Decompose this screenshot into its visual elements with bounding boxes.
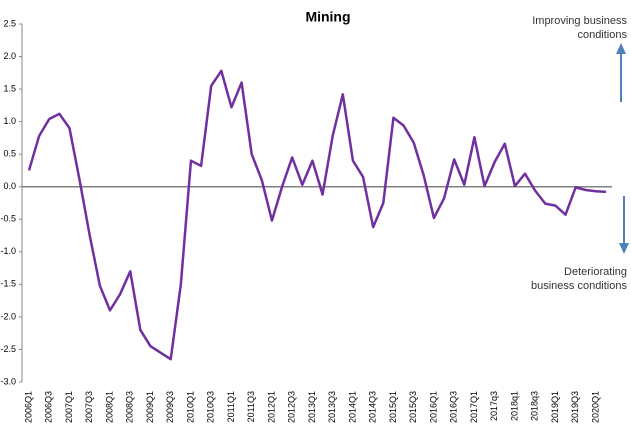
up-arrow <box>616 43 626 102</box>
x-tick-label: 2009Q1 <box>145 391 155 423</box>
y-tick-label: -1.0 <box>0 246 16 256</box>
x-tick-label: 2016Q1 <box>428 391 438 423</box>
y-tick-label: -1.5 <box>0 279 16 289</box>
x-tick-label: 2008Q3 <box>125 391 135 423</box>
x-tick-label: 2018q1 <box>509 391 519 421</box>
y-tick-label: -0.5 <box>0 214 16 224</box>
x-tick-label: 2007Q1 <box>64 391 74 423</box>
x-tick-label: 2016Q3 <box>449 391 459 423</box>
annotation: Deteriorating <box>564 266 627 278</box>
x-tick-label: 2010Q3 <box>206 391 216 423</box>
x-tick-label: 2017q3 <box>489 391 499 421</box>
x-tick-label: 2013Q1 <box>307 391 317 423</box>
annotation: business conditions <box>531 280 628 292</box>
x-tick-label: 2011Q1 <box>226 391 236 422</box>
x-tick-label: 2014Q1 <box>347 391 357 423</box>
x-tick-label: 2019Q3 <box>570 391 580 423</box>
x-tick-label: 2011Q3 <box>246 391 256 422</box>
x-tick-label: 2007Q3 <box>84 391 94 423</box>
annotation: conditions <box>577 29 627 41</box>
chart-title: Mining <box>305 9 350 25</box>
x-tick-label: 2014Q3 <box>368 391 378 423</box>
x-tick-label: 2012Q1 <box>266 391 276 423</box>
x-tick-label: 2012Q3 <box>287 391 297 423</box>
x-tick-label: 2006Q1 <box>23 391 33 423</box>
y-tick-label: 0.0 <box>3 181 16 191</box>
x-tick-label: 2019Q1 <box>550 391 560 423</box>
y-tick-label: 2.5 <box>3 18 16 28</box>
y-tick-label: -2.5 <box>0 344 16 354</box>
x-tick-label: 2010Q1 <box>185 391 195 423</box>
x-tick-label: 2015Q3 <box>408 391 418 423</box>
down-arrow <box>619 196 629 254</box>
y-tick-label: -2.0 <box>0 311 16 321</box>
x-tick-label: 2017Q1 <box>469 391 479 423</box>
y-tick-label: 2.0 <box>3 51 16 61</box>
x-tick-label: 2013Q3 <box>327 391 337 423</box>
y-tick-label: 1.0 <box>3 116 16 126</box>
x-tick-label: 2020Q1 <box>590 391 600 423</box>
x-tick-label: 2006Q3 <box>44 391 54 423</box>
annotation: Improving business <box>532 15 627 27</box>
y-tick-label: 1.5 <box>3 83 16 93</box>
data-line <box>27 69 607 361</box>
y-tick-label: -3.0 <box>0 376 16 386</box>
x-tick-label: 2018q3 <box>530 391 540 421</box>
y-tick-label: 0.5 <box>3 149 16 159</box>
x-tick-label: 2008Q1 <box>104 391 114 423</box>
x-tick-label: 2009Q3 <box>165 391 175 423</box>
x-tick-label: 2015Q1 <box>388 391 398 423</box>
